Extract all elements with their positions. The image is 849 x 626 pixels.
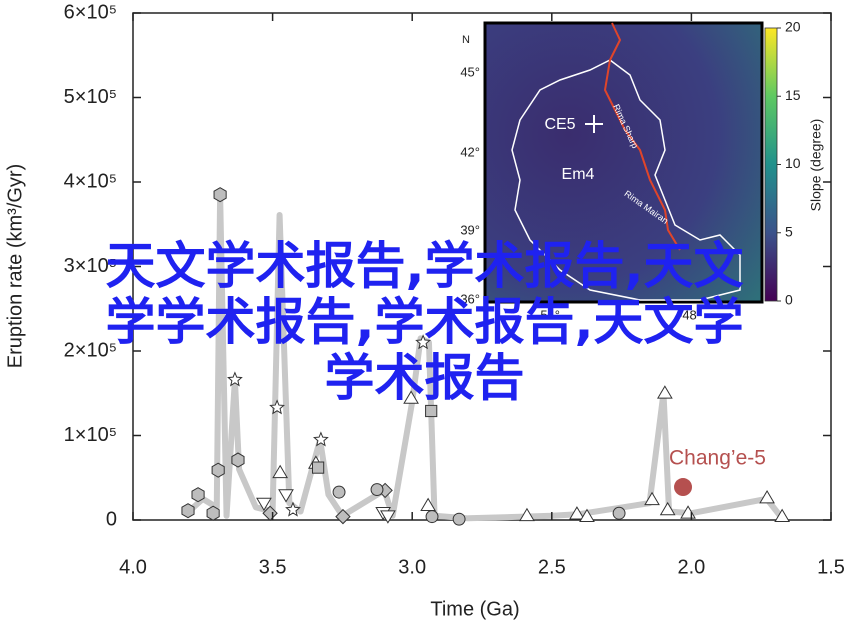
data-point (312, 461, 325, 474)
north-label: N (462, 34, 470, 46)
data-point (774, 508, 791, 523)
data-point (644, 491, 660, 506)
y-axis-label: Eruption rate (km³/Gyr) (4, 164, 26, 368)
y-tick-label: 5×10⁵ (64, 86, 117, 108)
data-point (759, 490, 775, 504)
data-point (569, 506, 585, 520)
data-point (415, 334, 431, 350)
lat-label: 39° (460, 222, 480, 237)
site-label: CE5 (544, 116, 575, 133)
colorbar-label: Slope (degree) (808, 119, 824, 212)
data-point (181, 503, 195, 519)
data-point (335, 508, 351, 525)
y-tick-label: 6×10⁵ (64, 1, 117, 23)
inset-map: N CE5 Em4 Rima Sharp Rima Mairan 45°42°3… (460, 19, 823, 323)
data-point (278, 489, 294, 503)
x-tick-label: 3.5 (259, 556, 287, 578)
y-tick-label: 2×10⁵ (64, 339, 117, 361)
data-point (231, 452, 245, 468)
data-point (425, 510, 439, 524)
rille-line (603, 22, 681, 251)
colorbar-tick-label: 20 (785, 19, 801, 35)
data-point (211, 462, 225, 478)
x-tick-label: 3.0 (398, 556, 426, 578)
x-tick-label: 4.0 (119, 556, 147, 578)
data-point (269, 399, 285, 415)
y-tick-label: 1×10⁵ (64, 424, 117, 446)
lat-label: 42° (460, 144, 480, 159)
data-point (313, 431, 329, 447)
data-point (285, 501, 301, 517)
y-tick-label: 3×10⁵ (64, 255, 117, 277)
plot-area: Chang’e-5 (181, 187, 791, 526)
data-point (425, 404, 438, 418)
unit-label: Em4 (562, 166, 595, 183)
data-point (579, 508, 595, 523)
overlay-text: 学术报告 (324, 349, 525, 407)
colorbar-tick-label: 10 (785, 155, 801, 171)
data-point (659, 501, 676, 516)
colorbar-tick-label: 5 (785, 223, 793, 239)
data-point (380, 510, 396, 524)
data-point (420, 497, 436, 512)
colorbar-tick-label: 15 (785, 87, 801, 103)
y-tick-label: 0 (106, 508, 117, 530)
lon-label: -48° (678, 307, 702, 322)
data-point (206, 505, 220, 521)
overlay-text: 天文学术报告,学术报告,天文 (105, 237, 744, 295)
data-point (272, 464, 289, 479)
trend-line (186, 191, 784, 522)
data-point (332, 485, 346, 499)
data-point (262, 505, 278, 521)
lat-label: 36° (460, 291, 480, 306)
x-tick-label: 1.5 (817, 556, 845, 578)
data-point (657, 385, 673, 399)
lat-label: 45° (460, 64, 480, 79)
data-point (612, 506, 626, 520)
highlight-label: Chang’e-5 (669, 447, 766, 470)
x-axis-label: Time (Ga) (430, 598, 519, 620)
x-tick-label: 2.5 (538, 556, 566, 578)
x-tick-label: 2.0 (677, 556, 705, 578)
data-point (519, 507, 535, 522)
data-point (227, 371, 243, 387)
y-tick-label: 4×10⁵ (64, 170, 117, 192)
highlight-point (674, 478, 693, 497)
data-point (403, 390, 419, 404)
overlay-text: 学学术报告,学术报告,天文学 (105, 293, 744, 351)
data-point (191, 487, 205, 503)
lon-label: -54° (536, 307, 560, 322)
data-point (256, 497, 272, 512)
data-point (370, 483, 384, 497)
colorbar-tick-label: 0 (785, 292, 793, 308)
data-point (452, 512, 466, 526)
data-point (213, 187, 227, 203)
